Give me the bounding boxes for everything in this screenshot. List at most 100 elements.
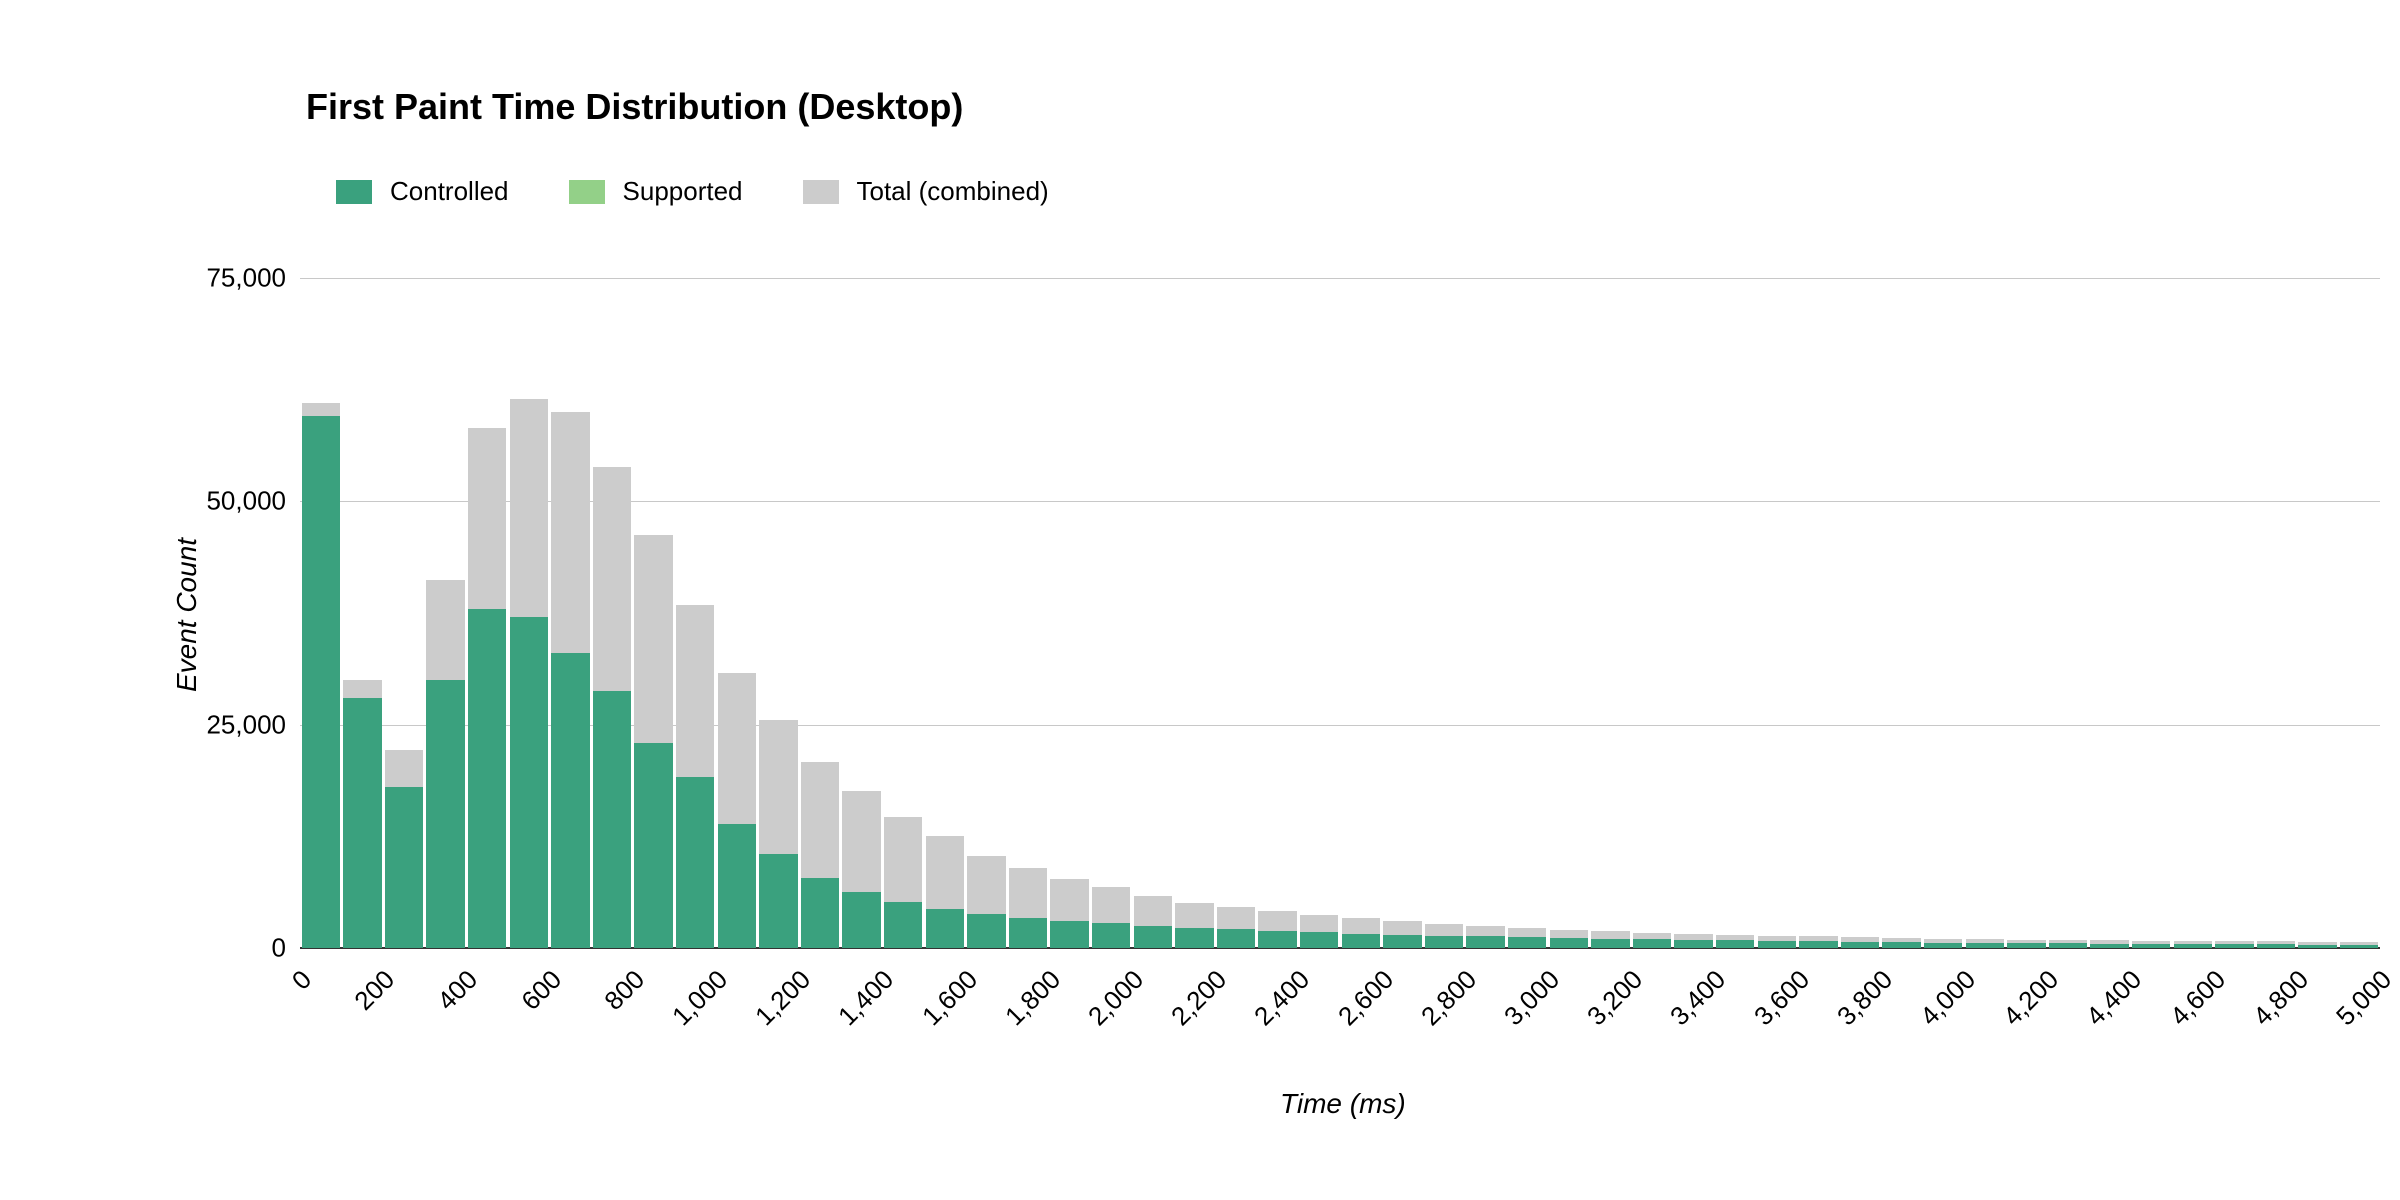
legend-swatch — [569, 180, 605, 204]
bar-group — [302, 278, 341, 948]
chart-container: First Paint Time Distribution (Desktop) … — [0, 0, 2400, 1200]
bar-controlled — [593, 691, 632, 948]
bar-group — [842, 278, 881, 948]
bar-group — [718, 278, 757, 948]
bar-controlled — [801, 878, 840, 948]
bar-controlled — [1674, 940, 1713, 948]
legend-item: Supported — [569, 176, 743, 207]
x-tick-label: 3,200 — [1581, 964, 1649, 1032]
chart-title: First Paint Time Distribution (Desktop) — [306, 86, 963, 128]
bar-group — [801, 278, 840, 948]
bar-group — [1882, 278, 1921, 948]
plot-area: 025,00050,00075,00002004006008001,0001,2… — [300, 278, 2380, 948]
bar-group — [1591, 278, 1630, 948]
x-tick-label: 1,000 — [666, 964, 734, 1032]
bar-group — [2174, 278, 2213, 948]
legend-swatch — [803, 180, 839, 204]
bar-controlled — [2215, 944, 2254, 948]
legend-item: Total (combined) — [803, 176, 1049, 207]
bar-controlled — [1342, 934, 1381, 948]
x-axis-title: Time (ms) — [1280, 1088, 1406, 1120]
bar-group — [468, 278, 507, 948]
bar-controlled — [1425, 936, 1464, 949]
bar-controlled — [1716, 940, 1755, 948]
bar-controlled — [1882, 942, 1921, 948]
bar-group — [510, 278, 549, 948]
bar-controlled — [1799, 941, 1838, 948]
x-tick-label: 3,600 — [1748, 964, 1816, 1032]
bar-group — [426, 278, 465, 948]
bar-group — [1841, 278, 1880, 948]
legend-swatch — [336, 180, 372, 204]
bar-controlled — [385, 787, 424, 948]
bar-group — [593, 278, 632, 948]
bar-group — [2298, 278, 2337, 948]
x-tick-label: 4,800 — [2247, 964, 2315, 1032]
bar-controlled — [1550, 938, 1589, 948]
bar-group — [1092, 278, 1131, 948]
bar-group — [343, 278, 382, 948]
bar-group — [884, 278, 923, 948]
bar-controlled — [1175, 928, 1214, 948]
bar-group — [551, 278, 590, 948]
y-tick-label: 50,000 — [206, 486, 300, 517]
bar-group — [1466, 278, 1505, 948]
bar-controlled — [1841, 942, 1880, 948]
x-tick-label: 600 — [515, 964, 568, 1017]
bar-controlled — [842, 892, 881, 948]
bar-controlled — [1924, 943, 1963, 948]
bar-controlled — [884, 902, 923, 948]
x-tick-label: 200 — [349, 964, 402, 1017]
legend-label: Total (combined) — [857, 176, 1049, 207]
bar-group — [1799, 278, 1838, 948]
bar-controlled — [967, 914, 1006, 948]
bar-group — [759, 278, 798, 948]
bar-group — [1383, 278, 1422, 948]
bar-controlled — [1050, 921, 1089, 948]
bar-group — [2215, 278, 2254, 948]
bar-controlled — [302, 416, 341, 948]
x-tick-label: 0 — [286, 964, 318, 996]
bar-group — [1175, 278, 1214, 948]
bar-controlled — [1633, 939, 1672, 948]
bar-controlled — [2049, 943, 2088, 948]
x-tick-label: 1,400 — [832, 964, 900, 1032]
bar-group — [2090, 278, 2129, 948]
bar-group — [634, 278, 673, 948]
bar-controlled — [1134, 926, 1173, 948]
bar-controlled — [676, 777, 715, 948]
x-tick-label: 3,000 — [1498, 964, 1566, 1032]
x-tick-label: 5,000 — [2330, 964, 2398, 1032]
bar-controlled — [718, 824, 757, 948]
bar-controlled — [1758, 941, 1797, 948]
bar-group — [1758, 278, 1797, 948]
bar-group — [385, 278, 424, 948]
y-tick-label: 0 — [272, 933, 300, 964]
x-tick-label: 2,200 — [1165, 964, 1233, 1032]
bar-controlled — [1217, 929, 1256, 948]
legend: ControlledSupportedTotal (combined) — [336, 176, 1049, 207]
x-tick-label: 3,800 — [1831, 964, 1899, 1032]
bar-group — [2257, 278, 2296, 948]
bar-group — [676, 278, 715, 948]
bar-controlled — [426, 680, 465, 948]
bar-group — [2007, 278, 2046, 948]
x-tick-label: 1,200 — [749, 964, 817, 1032]
bar-controlled — [926, 909, 965, 948]
bar-controlled — [1591, 939, 1630, 948]
bar-controlled — [2257, 944, 2296, 948]
bar-controlled — [1092, 923, 1131, 948]
bar-controlled — [1966, 943, 2005, 948]
bar-group — [2340, 278, 2379, 948]
bar-controlled — [1258, 931, 1297, 948]
x-tick-label: 4,600 — [2164, 964, 2232, 1032]
x-tick-label: 4,000 — [1914, 964, 1982, 1032]
x-tick-label: 4,200 — [1997, 964, 2065, 1032]
bar-group — [1050, 278, 1089, 948]
bar-group — [1009, 278, 1048, 948]
bar-group — [926, 278, 965, 948]
bar-group — [1134, 278, 1173, 948]
bar-controlled — [634, 743, 673, 948]
bar-controlled — [759, 854, 798, 948]
bar-group — [1217, 278, 1256, 948]
